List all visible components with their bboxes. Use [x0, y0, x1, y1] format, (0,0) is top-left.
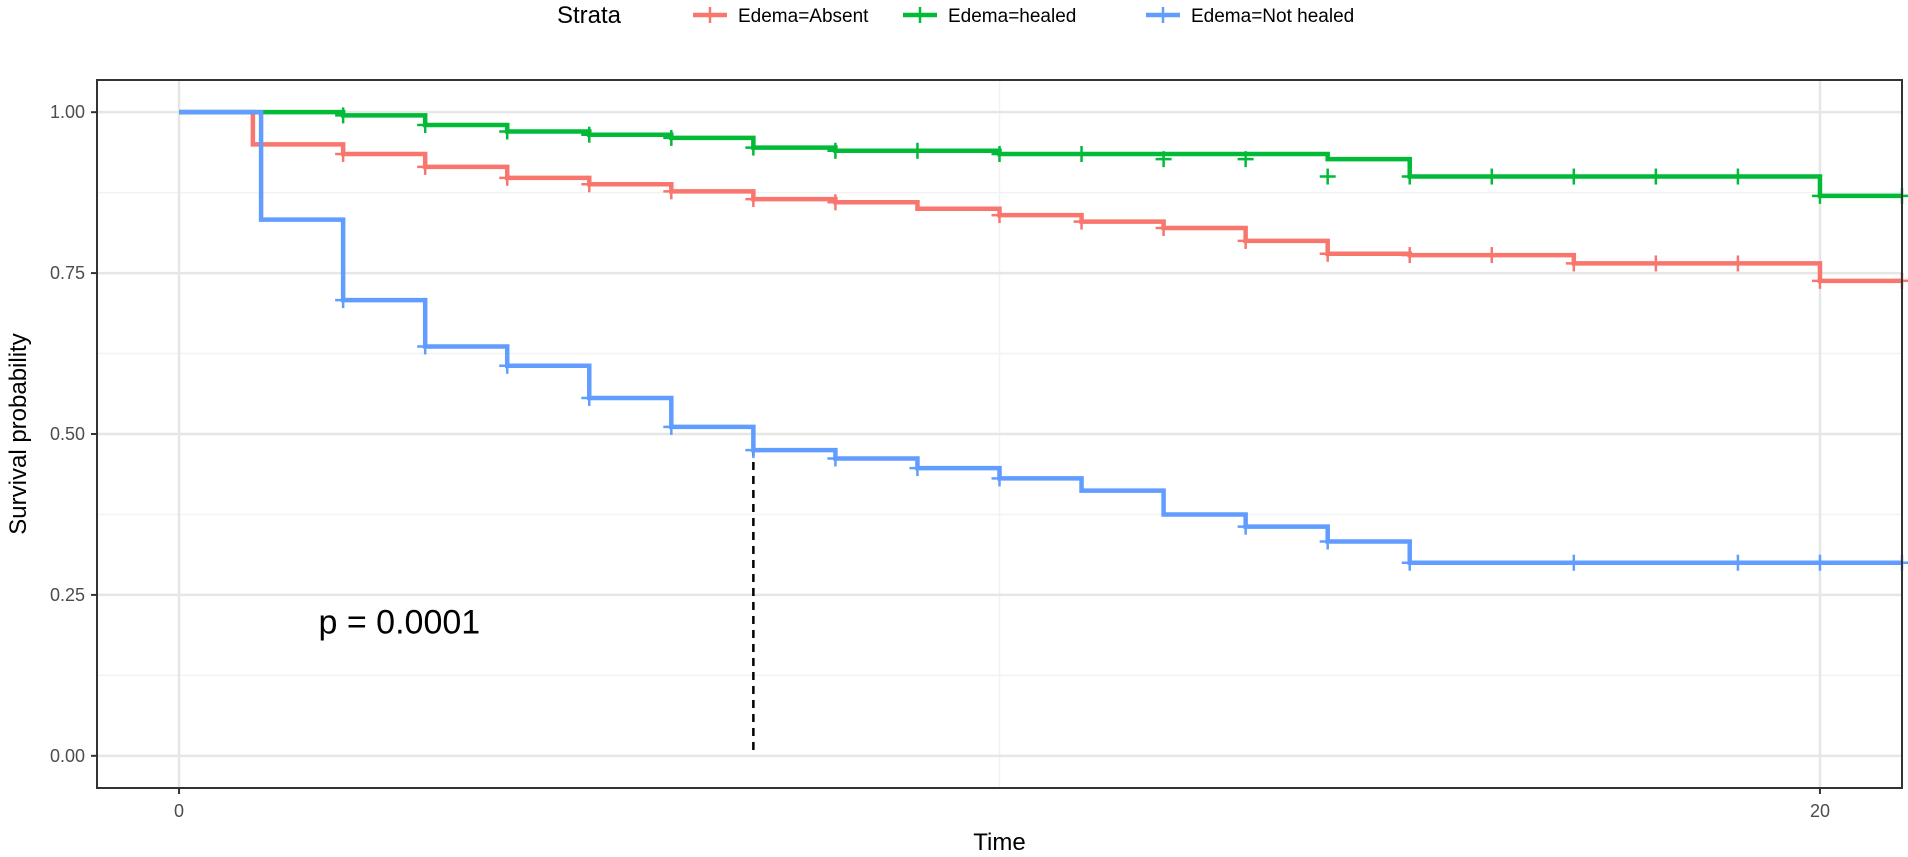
legend-item: Edema=Absent: [693, 6, 869, 27]
legend-title: Strata: [557, 2, 622, 29]
legend-item: Edema=healed: [903, 6, 1076, 27]
y-tick-label: 0.50: [50, 424, 85, 444]
x-axis-title: Time: [973, 829, 1025, 856]
x-tick-label: 0: [174, 801, 184, 821]
plot-panel: p = 0.0001: [97, 80, 1908, 788]
y-axis-title: Survival probability: [5, 333, 32, 534]
legend-item-label: Edema=healed: [948, 6, 1076, 27]
legend-item-label: Edema=Absent: [738, 6, 869, 27]
legend: Strata Edema=Absent Edema=healed Edema=Not …: [557, 2, 1354, 29]
y-tick-label: 0.00: [50, 746, 85, 766]
x-tick-label: 20: [1810, 801, 1830, 821]
y-tick-label: 0.25: [50, 585, 85, 605]
y-tick-label: 1.00: [50, 102, 85, 122]
legend-item-label: Edema=Not healed: [1191, 6, 1354, 27]
legend-item: Edema=Not healed: [1146, 6, 1354, 27]
y-tick-label: 0.75: [50, 263, 85, 283]
p-value-annotation: p = 0.0001: [319, 604, 481, 642]
series-edema-not-healed: [179, 109, 1908, 571]
axes: 0.00 0.25 0.50 0.75 1.00 0 20 Time Survival prob…: [5, 79, 1903, 856]
